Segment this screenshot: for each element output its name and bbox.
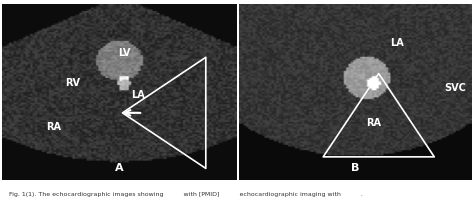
Text: LV: LV (118, 48, 130, 58)
Text: RV: RV (65, 78, 80, 88)
Text: RA: RA (46, 122, 62, 132)
Text: A: A (115, 163, 124, 173)
Text: Fig. 1(1). The echocardiographic images showing          with [PMID]          ec: Fig. 1(1). The echocardiographic images … (9, 192, 364, 197)
Text: SVC: SVC (445, 83, 466, 93)
Text: RA: RA (366, 118, 382, 128)
Text: B: B (351, 163, 360, 173)
Text: LA: LA (391, 38, 404, 48)
Text: LA: LA (132, 90, 146, 100)
